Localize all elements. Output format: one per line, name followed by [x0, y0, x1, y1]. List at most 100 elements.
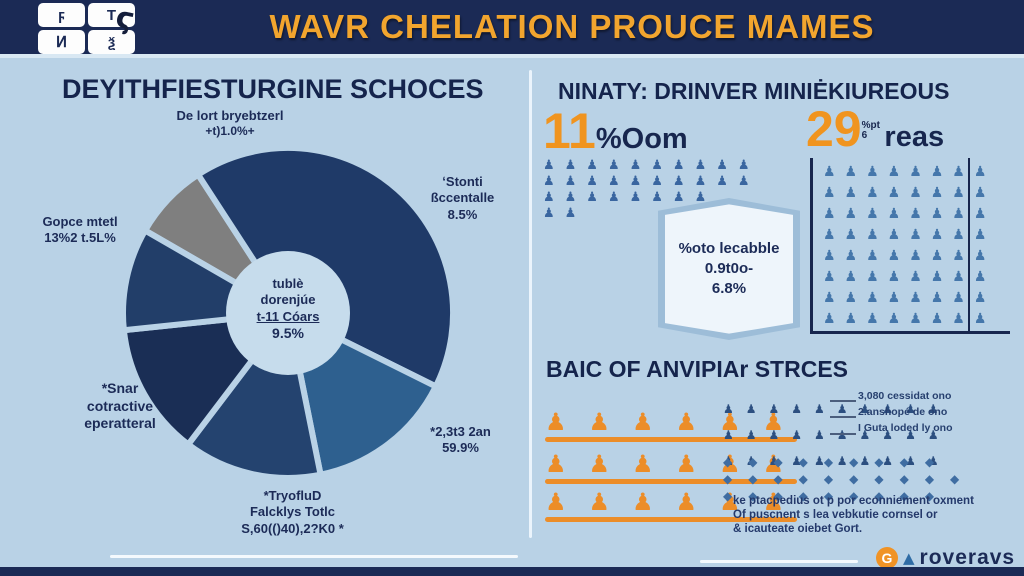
pie-label-bottom-line2: Falcklys Totlc [249, 504, 335, 520]
brand-logo: G ▲ roveravs [876, 546, 1015, 570]
pie-label-top-line2: +t)1.0%+ [205, 124, 255, 139]
person-icon-row: ♟♟♟♟♟♟♟♟ [823, 206, 996, 222]
footnote-text: ke ptacpedius ot p por econniement oxmen… [733, 494, 1024, 536]
orange-pictogram-row: ♟♟♟♟♟♟ [545, 452, 805, 484]
pictogram-legend: 3,080 cessidat ono 2.anshopé de ono I Gu… [858, 388, 953, 436]
pie-label-right-line1: ʻStonti [442, 174, 483, 189]
pie-label-left: Gopce mtetl 13%2 t.5L% [5, 214, 155, 247]
logo-tile-icon: Ͷ [38, 30, 85, 54]
stats-section: NINATY: DRINVER MINIĖKIUREOUS 11%Oom ♟♟♟… [530, 62, 1024, 570]
stat-11-percent: 11%Oom [543, 106, 688, 156]
callout-box-face: %oto lecabble 0.9t0o- 6.8% [665, 204, 793, 334]
person-icon-row: ♟♟♟♟♟♟♟♟♟♟ [543, 174, 760, 189]
legend-item: I Guta loded ly ono [858, 422, 953, 434]
banner: ϝ T Ͷ ѯ ϛ WAVR CHELATION PROUCE MAMES [0, 0, 1024, 58]
stat-11-pictogram: ♟♟♟♟♟♟♟♟♟♟ ♟♟♟♟♟♟♟♟♟♟ ♟♟♟♟♟♟♟♟ ♟♟ [543, 158, 760, 222]
brand-name: roveravs [919, 546, 1016, 569]
stat-11-number: 11 [543, 103, 596, 159]
pie-label-bl-line1: *Snar [101, 380, 139, 396]
stat-29-number: 29 [806, 101, 862, 157]
pie-label-bl-line2: cotractive [86, 397, 154, 414]
pie-label-bottom-line1: *TryofluD [263, 488, 322, 503]
callout-box-line1: %oto lecabble [678, 239, 780, 257]
pie-label-left-line2: 13%2 t.5L% [44, 230, 116, 246]
logo-tile-icon: ϝ [38, 3, 85, 27]
pie-label-left-line1: Gopce mtetl [42, 214, 118, 229]
vertical-divider [529, 70, 532, 538]
pie-center-label: tublè dorenjúe t-11 Cóars 9.5% [213, 276, 363, 342]
icon-matrix-chart: ♟♟♟♟♟♟♟♟ ♟♟♟♟♟♟♟♟ ♟♟♟♟♟♟♟♟ ♟♟♟♟♟♟♟♟ ♟♟♟♟… [810, 158, 1010, 334]
stat-29: 29 %pt 6 reas [806, 104, 944, 154]
diamond-icon-row: ◆◆◆◆◆◆◆◆◆ [723, 489, 951, 503]
logo-tile-icon: ѯ [88, 30, 135, 54]
pie-label-bottom: *TryofluD Falcklys Totlc S,60(()40),2?K0… [185, 488, 400, 537]
pie-section: DEYITHFIESTURGINE SCHOCES De lort bryebt… [0, 62, 530, 568]
stat-11-unit: %Oom [595, 123, 688, 155]
person-icon-row: ♟♟♟♟♟♟♟♟ [823, 290, 996, 306]
callout-leader-line [830, 433, 856, 435]
pie-label-bottom-left: *Snar cotractive eperatteral [35, 380, 205, 433]
logo-tile-icon: T [88, 3, 135, 27]
brand-circle-icon: G [876, 547, 898, 569]
blue-pictogram-group: ♟♟♟♟♟♟♟♟♟♟ ♟♟♟♟♟♟♟♟♟♟ ♟♟♟♟♟♟♟♟♟♟ [723, 396, 951, 474]
person-icon-row: ♟♟♟♟♟♟♟♟ [543, 190, 717, 205]
pie-label-top-line1: De lort bryebtzerl [176, 108, 284, 123]
orange-pictogram-row: ♟♟♟♟♟♟ [545, 410, 805, 442]
pie-label-br-line1: *2,3t3 2an [430, 424, 491, 439]
pie-label-bottom-line3: S,60(()40),2?K0 * [241, 520, 344, 536]
pie-label-bl-line3: eperatteral [84, 415, 156, 431]
pie-chart [120, 144, 457, 481]
legend-item: 3,080 cessidat ono [858, 390, 952, 402]
person-icon-row: ♟♟♟♟♟♟ [545, 408, 807, 436]
person-icon-row: ♟♟♟♟♟♟♟♟ [823, 248, 996, 264]
row-baseline [545, 437, 797, 442]
person-icon-row: ♟♟♟♟♟♟♟♟ [823, 164, 996, 180]
callout-leader-line [830, 400, 856, 402]
stat-29-sup1: %pt [861, 120, 880, 131]
person-icon-row: ♟♟♟♟♟♟♟♟♟♟ [723, 454, 951, 468]
person-icon-row: ♟♟ [543, 206, 587, 221]
lower-section-title: BAIC OF ANVIPIAr STRCES [546, 356, 849, 382]
person-icon-row: ♟♟♟♟♟♟♟♟ [823, 269, 996, 285]
diamond-icon-row: ◆◆◆◆◆◆◆◆◆◆ [723, 472, 976, 486]
app-logo-icon: ϝ T Ͷ ѯ ϛ [38, 0, 138, 55]
pie-label-right-line2: ßccentalle [430, 190, 495, 206]
pie-center-line4: 9.5% [272, 324, 304, 341]
pie-label-br-line2: 59.9% [442, 440, 479, 456]
footer-rule [110, 555, 518, 558]
pie-label-bottom-right: *2,3t3 2an 59.9% [398, 424, 523, 457]
person-icon-row: ♟♟♟♟♟♟♟♟♟♟ [723, 402, 951, 416]
diamond-icon-group: ◆◆◆◆◆◆◆◆◆ ◆◆◆◆◆◆◆◆◆◆ ◆◆◆◆◆◆◆◆◆ [723, 454, 975, 505]
legend-item: 2.anshopé de ono [858, 406, 948, 418]
person-icon-row: ♟♟♟♟♟♟ [545, 488, 807, 516]
brand-triangle-icon: ▲ [903, 549, 915, 567]
bottom-bar [0, 567, 1024, 576]
pie-section-title: DEYITHFIESTURGINE SCHOCES [62, 74, 484, 104]
callout-box-line3: 6.8% [711, 280, 747, 298]
page-title: WAVR CHELATION PROUCE MAMES [269, 8, 875, 45]
person-icon-row: ♟♟♟♟♟♟♟♟♟♟ [723, 428, 951, 442]
pie-center-line1: tublè [272, 276, 304, 291]
orange-pictogram-row: ♟♟♟♟♟♟ [545, 490, 805, 522]
callout-box-line2: 0.9t0o- [704, 259, 754, 277]
diamond-icon-row: ◆◆◆◆◆◆◆◆◆ [723, 455, 951, 469]
callout-leader-line [830, 416, 856, 418]
stats-section-title: NINATY: DRINVER MINIĖKIUREOUS [558, 78, 950, 104]
person-icon-row: ♟♟♟♟♟♟♟♟ [823, 311, 996, 327]
pie-center-line3: t-11 Cóars [256, 308, 320, 324]
footnote-line1: ke ptacpedius ot p por econniement oxmen… [733, 495, 974, 507]
row-baseline [545, 479, 797, 484]
footnote-line3: & icauteate oiebet Gort. [733, 523, 863, 535]
stat-29-sup2: 6 [861, 130, 868, 141]
matrix-divider-line [968, 158, 970, 331]
pie-center-line2: dorenjúe [260, 292, 316, 308]
footer-rule [700, 560, 858, 563]
stat-29-unit: reas [884, 121, 945, 153]
footnote-line2: Of puscnent s lea vebkutie cornsel or [733, 509, 938, 521]
pie-label-right: ʻStonti ßccentalle 8.5% [395, 174, 530, 223]
person-icon-row: ♟♟♟♟♟♟♟♟ [823, 227, 996, 243]
row-baseline [545, 517, 797, 522]
stat-29-unit-small: %pt 6 [862, 121, 880, 141]
pie-label-top: De lort bryebtzerl +t)1.0%+ [135, 108, 325, 139]
person-icon-row: ♟♟♟♟♟♟♟♟♟♟ [543, 158, 760, 173]
